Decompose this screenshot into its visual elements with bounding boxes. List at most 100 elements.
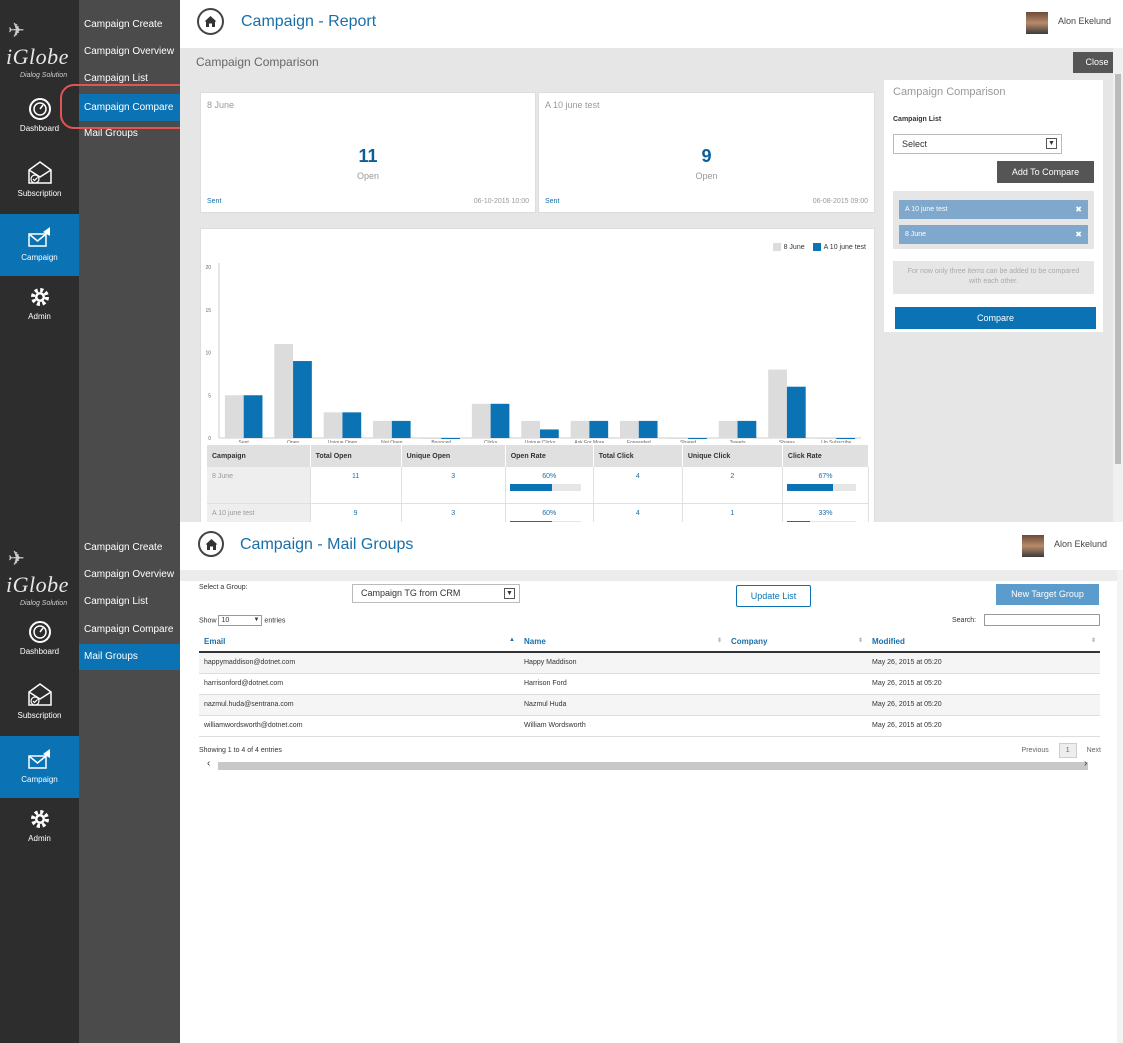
compare-item-label: A 10 june test	[905, 206, 948, 213]
x-tick-label: Not Open	[381, 440, 403, 443]
comparison-panel: Campaign Comparison Campaign List Select…	[884, 80, 1103, 332]
entries-control: Show 10 ▼ entries	[199, 615, 285, 626]
nav-dashboard[interactable]: Dashboard	[0, 97, 79, 159]
legend-swatch	[772, 243, 781, 251]
row-total-open: 11	[310, 467, 402, 504]
cell-modified: May 26, 2015 at 05:20	[867, 715, 1100, 737]
bar-series-1	[817, 438, 837, 439]
update-list-button[interactable]: Update List	[736, 585, 811, 607]
bar-series-1	[323, 412, 343, 438]
nav-campaign-label: Campaign	[21, 253, 58, 262]
user-name[interactable]: Alon Ekelund	[1057, 16, 1111, 26]
campaign-card[interactable]: A 10 june test 9 Open Sent 06-08-2015 09…	[538, 92, 875, 213]
open-rate-value: 60%	[542, 473, 557, 480]
x-tick-label: Shared	[680, 440, 696, 443]
logo-brand: iGlobe	[6, 572, 69, 597]
select-group-label: Select a Group:	[199, 584, 248, 591]
previous-page-button[interactable]: Previous	[1021, 747, 1049, 754]
sort-icon: ⬍	[716, 638, 722, 644]
logo: ✈ iGlobe Dialog Solution	[0, 544, 79, 614]
nav-admin[interactable]: Admin	[0, 285, 79, 347]
submenu-campaign-overview[interactable]: Campaign Overview	[84, 569, 175, 580]
nav-subscription[interactable]: Subscription	[0, 160, 79, 222]
nav-subscription[interactable]: Subscription	[0, 682, 79, 744]
entries-select-value: 10	[221, 617, 230, 624]
bar-series-2	[540, 429, 559, 438]
nav-admin[interactable]: Admin	[0, 807, 79, 869]
row-campaign: A 10 june test	[207, 503, 311, 522]
table-row[interactable]: nazmul.huda@sentrana.com Nazmul Huda May…	[199, 694, 1100, 716]
submenu-campaign-list[interactable]: Campaign List	[84, 596, 148, 607]
submenu-campaign-create[interactable]: Campaign Create	[84, 542, 163, 553]
home-button[interactable]	[197, 8, 224, 35]
close-icon[interactable]: ✖	[1075, 205, 1082, 214]
cell-email: happymaddison@dotnet.com	[199, 652, 519, 674]
submenu-campaign-compare[interactable]: Campaign Compare	[79, 94, 180, 121]
gear-icon	[30, 288, 49, 306]
x-tick-label: Ask For More	[574, 440, 604, 443]
scroll-left-icon[interactable]: ‹	[207, 758, 211, 769]
scroll-right-icon[interactable]: ›	[1084, 758, 1088, 769]
avatar[interactable]	[1022, 535, 1044, 557]
bar-series-2	[441, 438, 460, 439]
submenu-campaign-list[interactable]: Campaign List	[84, 73, 148, 84]
home-button[interactable]	[198, 531, 224, 557]
cell-company	[726, 652, 867, 674]
column-email[interactable]: Email ▲	[199, 632, 519, 653]
entries-select[interactable]: 10 ▼	[218, 615, 263, 626]
nav-campaign[interactable]: Campaign	[0, 736, 79, 798]
avatar[interactable]	[1026, 12, 1048, 34]
scrollbar-thumb[interactable]	[1115, 74, 1121, 464]
comparison-chart-panel: 8 June A 10 june test 0 5 10 15 20 Sent Open Un…	[200, 228, 875, 522]
bar-series-2	[391, 420, 411, 438]
page-1-button[interactable]: 1	[1058, 743, 1077, 758]
sidebar: ✈ iGlobe Dialog Solution Dashboard Subsc…	[0, 0, 79, 522]
next-page-button[interactable]: Next	[1086, 747, 1101, 754]
campaign-select-value: Select	[902, 139, 928, 149]
group-select-value: Campaign TG from CRM	[361, 588, 461, 598]
group-select[interactable]: Campaign TG from CRM ▼	[352, 584, 520, 603]
submenu-campaign-create[interactable]: Campaign Create	[84, 19, 163, 30]
table-row[interactable]: happymaddison@dotnet.com Happy Maddison …	[199, 652, 1100, 674]
dashboard-icon	[28, 98, 51, 120]
add-to-compare-button[interactable]: Add To Compare	[997, 161, 1094, 183]
compare-item: 8 June ✖	[899, 225, 1088, 244]
new-target-group-button[interactable]: New Target Group	[996, 584, 1099, 605]
subscription-icon	[27, 683, 52, 706]
table-row[interactable]: williamwordsworth@dotnet.com William Wor…	[199, 715, 1100, 737]
logo-tagline: Dialog Solution	[20, 600, 68, 607]
search-input[interactable]	[984, 614, 1100, 626]
click-rate-bar	[786, 520, 856, 522]
horizontal-scrollbar[interactable]	[218, 762, 1088, 770]
compare-item-label: 8 June	[905, 231, 927, 238]
click-rate-bar	[786, 484, 856, 491]
nav-campaign-label: Campaign	[21, 775, 58, 784]
campaign-select[interactable]: Select ▼	[893, 134, 1062, 154]
open-rate-bar	[509, 520, 581, 522]
row-click-rate: 33%	[782, 503, 870, 522]
submenu-campaign-compare[interactable]: Campaign Compare	[84, 624, 174, 635]
nav-dashboard[interactable]: Dashboard	[0, 620, 79, 682]
column-company[interactable]: Company ⬍	[726, 632, 867, 653]
y-tick-label: 20	[205, 265, 211, 271]
table-header: Campaign	[207, 445, 311, 467]
submenu-mail-groups[interactable]: Mail Groups	[79, 644, 180, 670]
nav-admin-label: Admin	[28, 312, 51, 321]
submenu-campaign-overview[interactable]: Campaign Overview	[84, 46, 175, 57]
vertical-scrollbar[interactable]	[1113, 48, 1123, 522]
mailgroups-header: Campaign - Mail Groups Alon Ekelund	[180, 522, 1123, 570]
bar-series-2	[243, 395, 263, 438]
column-modified[interactable]: Modified ⬍	[867, 632, 1100, 653]
compare-button[interactable]: Compare	[895, 307, 1096, 329]
logo: ✈ iGlobe Dialog Solution	[0, 16, 79, 86]
mail-group-table: Email ▲ Name ⬍ Company ⬍ Modified ⬍ happymad…	[199, 632, 1100, 737]
user-name[interactable]: Alon Ekelund	[1053, 539, 1107, 549]
close-button[interactable]: Close	[1073, 52, 1121, 73]
column-name[interactable]: Name ⬍	[519, 632, 726, 653]
logo-tagline: Dialog Solution	[20, 72, 68, 79]
table-row[interactable]: harrisonford@dotnet.com Harrison Ford Ma…	[199, 673, 1100, 695]
nav-campaign[interactable]: Campaign	[0, 214, 79, 276]
campaign-card[interactable]: 8 June 11 Open Sent 06-10-2015 10:00	[200, 92, 536, 213]
submenu-mail-groups[interactable]: Mail Groups	[84, 128, 138, 139]
close-icon[interactable]: ✖	[1075, 230, 1082, 239]
